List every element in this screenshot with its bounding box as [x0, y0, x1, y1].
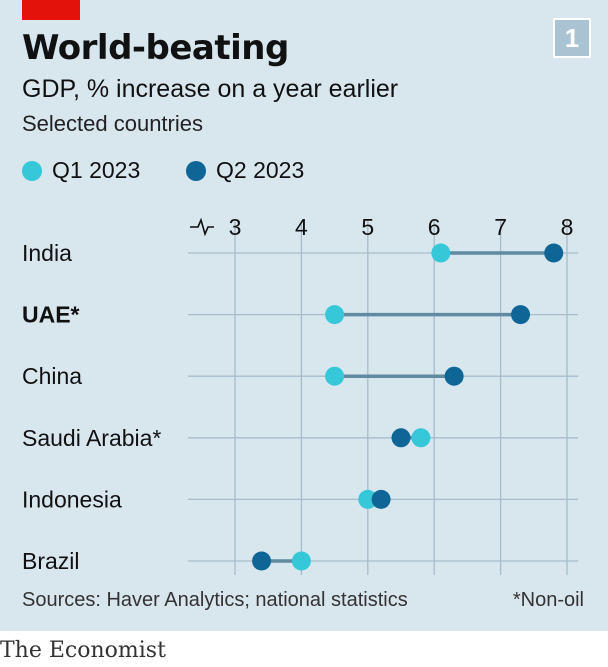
data-point-q1 [358, 489, 378, 509]
dot-plot: 3 4 5 6 7 8 India UAE* China Saudi Arabia* Indones… [22, 214, 578, 575]
x-tick-label: 8 [561, 214, 574, 240]
chart-panel: World-beating 1 GDP, % increase on a yea… [0, 0, 608, 631]
legend-dot-q1 [22, 160, 42, 181]
accent-bar [22, 0, 80, 20]
x-tick-label: 6 [428, 214, 441, 240]
data-point-q2 [371, 489, 391, 509]
x-tick-label: 7 [494, 214, 507, 240]
category-label: China [22, 363, 82, 389]
category-label: UAE* [22, 302, 80, 328]
axis-break-icon [190, 217, 214, 237]
chart-note: Selected countries [22, 111, 203, 136]
x-tick-label: 4 [295, 214, 308, 240]
data-point-q1 [431, 243, 451, 263]
data-point-q1 [411, 428, 431, 448]
legend-label-q2: Q2 2023 [216, 157, 305, 183]
data-point-q2 [391, 428, 411, 448]
legend-label-q1: Q1 2023 [52, 157, 141, 183]
legend-item-q1: Q1 2023 [22, 157, 140, 184]
category-label: Brazil [22, 548, 80, 574]
data-point-q2 [252, 551, 272, 571]
category-label: Indonesia [22, 486, 122, 512]
category-label: Saudi Arabia* [22, 425, 161, 451]
legend-dot-q2 [186, 160, 206, 181]
data-point-q2 [444, 366, 464, 386]
data-point-q1 [325, 305, 345, 325]
brand-logo-text: The Economist [0, 638, 166, 663]
data-point-q2 [544, 243, 564, 263]
category-label: India [22, 240, 72, 266]
legend-item-q2: Q2 2023 [186, 157, 304, 184]
footnote-text: *Non-oil [512, 589, 584, 611]
x-tick-label: 3 [229, 214, 242, 240]
chart-subtitle: GDP, % increase on a year earlier [22, 75, 399, 103]
chart-number-badge: 1 [553, 18, 591, 58]
x-tick-label: 5 [361, 214, 374, 240]
chart-title: World-beating [22, 28, 289, 68]
data-point-q1 [325, 366, 345, 386]
data-point-q1 [291, 551, 311, 571]
sources-text: Sources: Haver Analytics; national stati… [22, 589, 408, 611]
data-point-q2 [511, 305, 531, 325]
